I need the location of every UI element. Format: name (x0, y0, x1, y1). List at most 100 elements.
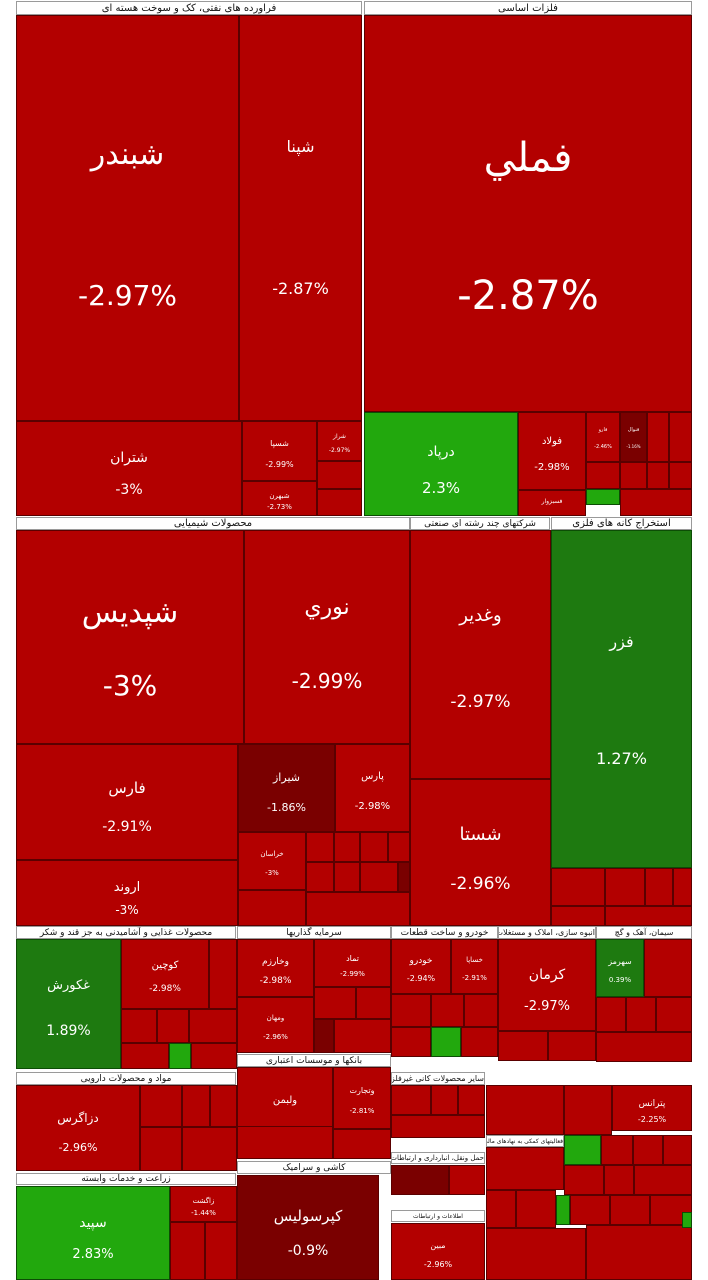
stock-tile[interactable] (391, 1165, 449, 1195)
stock-tile[interactable]: شسپا -2.99% (242, 421, 317, 481)
stock-tile[interactable] (431, 994, 464, 1027)
sector-header[interactable]: سایر محصولات کانی غیرفلزی (391, 1072, 485, 1085)
stock-tile[interactable]: فارو -2.46% (586, 412, 620, 462)
stock-tile[interactable]: ومهان -2.96% (237, 997, 314, 1053)
stock-tile[interactable]: شپنا -2.87% (239, 15, 362, 421)
stock-tile[interactable] (169, 1043, 191, 1069)
sector-header[interactable]: خودرو و ساخت قطعات (391, 926, 498, 939)
stock-tile[interactable]: فسبزوار (518, 490, 586, 516)
stock-tile[interactable] (644, 939, 692, 997)
stock-tile[interactable] (431, 1085, 458, 1115)
stock-tile[interactable] (596, 997, 626, 1032)
stock-tile[interactable] (449, 1165, 485, 1195)
stock-tile[interactable]: كوچين -2.98% (121, 939, 209, 1009)
sector-header[interactable]: فلزات اساسی (364, 1, 692, 15)
stock-tile[interactable] (610, 1195, 650, 1225)
stock-tile[interactable] (586, 489, 620, 505)
sector-header[interactable]: محصولات غذایی و آشامیدنی به جز قند و شکر (16, 926, 236, 939)
sector-header[interactable]: فعالیتهای کمکی به نهادهای مالی واسط (486, 1135, 564, 1147)
stock-tile[interactable]: فولاد -2.98% (518, 412, 586, 490)
stock-tile[interactable] (486, 1085, 564, 1135)
stock-tile[interactable] (570, 1195, 610, 1225)
stock-tile[interactable] (634, 1165, 692, 1195)
stock-tile[interactable] (586, 462, 620, 489)
stock-tile[interactable]: دزاگرس -2.96% (16, 1085, 140, 1171)
sector-header[interactable]: زراعت و خدمات وابسته (16, 1173, 236, 1185)
stock-tile[interactable] (140, 1127, 182, 1171)
stock-tile[interactable] (596, 1032, 692, 1062)
stock-tile[interactable]: فزر 1.27% (551, 530, 692, 868)
stock-tile[interactable]: غكورش 1.89% (16, 939, 121, 1069)
stock-tile[interactable] (551, 868, 605, 906)
stock-tile[interactable] (647, 462, 669, 489)
stock-tile[interactable] (486, 1147, 564, 1190)
stock-tile[interactable] (334, 1019, 391, 1053)
stock-tile[interactable] (209, 939, 237, 1009)
sector-header[interactable]: اطلاعات و ارتباطات (391, 1210, 485, 1222)
stock-tile[interactable] (498, 1031, 548, 1061)
stock-tile[interactable] (604, 1165, 634, 1195)
stock-tile[interactable] (564, 1165, 604, 1195)
stock-tile[interactable] (333, 1129, 391, 1159)
stock-tile[interactable]: وخارزم -2.98% (237, 939, 314, 997)
stock-tile[interactable] (398, 862, 410, 892)
stock-tile[interactable] (458, 1085, 485, 1115)
stock-tile[interactable] (334, 832, 360, 862)
stock-tile[interactable] (182, 1127, 237, 1171)
stock-tile[interactable]: خساپا -2.91% (451, 939, 498, 994)
stock-tile[interactable] (140, 1085, 182, 1127)
stock-tile[interactable] (486, 1228, 586, 1280)
stock-tile[interactable] (391, 1085, 431, 1115)
stock-tile[interactable] (682, 1212, 692, 1228)
stock-tile[interactable]: پترانس -2.25% (612, 1085, 692, 1131)
stock-tile[interactable]: درپاد 2.3% (364, 412, 518, 516)
stock-tile[interactable] (157, 1009, 189, 1043)
stock-tile[interactable] (564, 1085, 612, 1135)
stock-tile[interactable] (388, 832, 410, 862)
stock-tile[interactable] (210, 1085, 237, 1127)
stock-tile[interactable] (645, 868, 673, 906)
stock-tile[interactable]: خودرو -2.94% (391, 939, 451, 994)
stock-tile[interactable]: خراسان -3% (238, 832, 306, 890)
stock-tile[interactable] (391, 1115, 485, 1138)
stock-tile[interactable]: سپيد 2.83% (16, 1186, 170, 1280)
stock-tile[interactable] (170, 1222, 205, 1280)
stock-tile[interactable]: تماد -2.99% (314, 939, 391, 987)
stock-tile[interactable]: وتجارت -2.81% (333, 1067, 391, 1129)
sector-header[interactable]: فراورده های نفتی، کک و سوخت هسته ای (16, 1, 362, 15)
sector-header[interactable]: حمل ونقل، انبارداری و ارتباطات (391, 1152, 485, 1164)
stock-tile[interactable] (548, 1031, 596, 1061)
stock-tile[interactable] (551, 906, 605, 926)
stock-tile[interactable] (431, 1027, 461, 1057)
stock-tile[interactable] (673, 868, 692, 906)
stock-tile[interactable]: فملي -2.87% (364, 15, 692, 412)
stock-tile[interactable]: وغدير -2.97% (410, 530, 551, 779)
stock-tile[interactable]: اروند -3% (16, 860, 238, 926)
stock-tile[interactable] (620, 462, 647, 489)
stock-tile[interactable] (317, 489, 362, 516)
stock-tile[interactable] (121, 1043, 169, 1069)
stock-tile[interactable] (663, 1135, 692, 1165)
stock-tile[interactable]: پارس -2.98% (335, 744, 410, 832)
stock-tile[interactable]: فارس -2.91% (16, 744, 238, 860)
stock-tile[interactable] (633, 1135, 663, 1165)
sector-header[interactable]: استخراج کانه های فلزی (551, 517, 692, 530)
stock-tile[interactable] (486, 1190, 516, 1228)
stock-tile[interactable] (334, 862, 360, 892)
stock-tile[interactable] (516, 1190, 556, 1228)
stock-tile[interactable] (669, 412, 692, 462)
stock-tile[interactable]: شيراز -1.86% (238, 744, 335, 832)
stock-tile[interactable] (556, 1195, 570, 1225)
stock-tile[interactable] (238, 890, 306, 926)
stock-tile[interactable] (391, 994, 431, 1027)
sector-header[interactable]: کاشی و سرامیک (237, 1161, 391, 1174)
stock-tile[interactable] (647, 412, 669, 462)
sector-header[interactable]: انبوه سازی، املاک و مستغلات (498, 926, 596, 939)
stock-tile[interactable] (601, 1135, 633, 1165)
stock-tile[interactable] (314, 1019, 334, 1053)
stock-tile[interactable] (205, 1222, 237, 1280)
sector-header[interactable]: سرمایه گذاریها (237, 926, 391, 939)
stock-tile[interactable]: سهرمز 0.39% (596, 939, 644, 997)
stock-tile[interactable]: شپديس -3% (16, 530, 244, 744)
stock-tile[interactable] (391, 1027, 431, 1057)
